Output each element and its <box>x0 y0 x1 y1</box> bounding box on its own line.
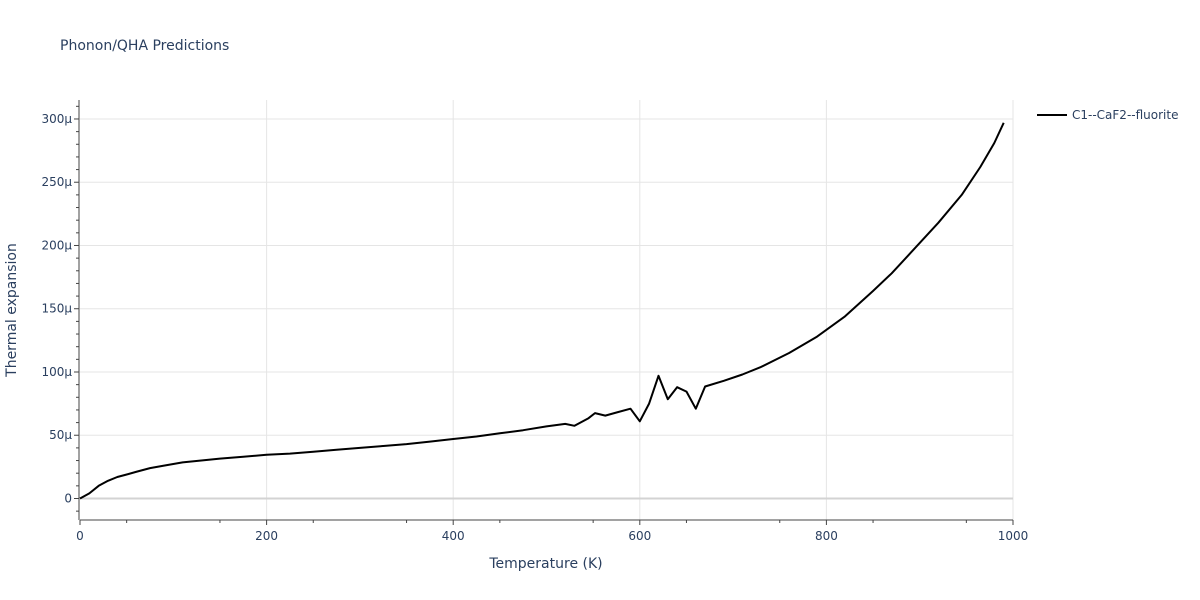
chart-title: Phonon/QHA Predictions <box>60 38 229 54</box>
legend[interactable]: C1--CaF2--fluorite <box>1037 108 1178 122</box>
x-tick-label: 0 <box>76 529 84 543</box>
grid-lines <box>80 100 1014 520</box>
x-tick-label: 1000 <box>998 529 1029 543</box>
y-axis-ticks: 0 50μ 100μ 150μ 200μ 250μ 300μ <box>41 105 79 512</box>
y-axis-title: Thermal expansion <box>4 243 20 378</box>
legend-label: C1--CaF2--fluorite <box>1072 108 1178 122</box>
x-tick-label: 600 <box>628 529 651 543</box>
series-layer <box>79 122 1005 500</box>
x-axis-title: Temperature (K) <box>488 556 602 572</box>
x-axis-ticks: 0 200 400 600 800 1000 <box>76 520 1028 543</box>
x-tick-label: 400 <box>442 529 465 543</box>
x-tick-label: 800 <box>815 529 838 543</box>
y-tick-label: 200μ <box>41 238 72 252</box>
y-tick-label: 0 <box>64 491 72 505</box>
y-tick-label: 50μ <box>49 428 72 442</box>
x-tick-label: 200 <box>255 529 278 543</box>
series-line <box>79 122 1005 500</box>
y-tick-label: 300μ <box>41 112 72 126</box>
y-tick-label: 100μ <box>41 365 72 379</box>
y-tick-label: 150μ <box>41 302 72 316</box>
y-tick-label: 250μ <box>41 175 72 189</box>
axes <box>78 100 1013 521</box>
